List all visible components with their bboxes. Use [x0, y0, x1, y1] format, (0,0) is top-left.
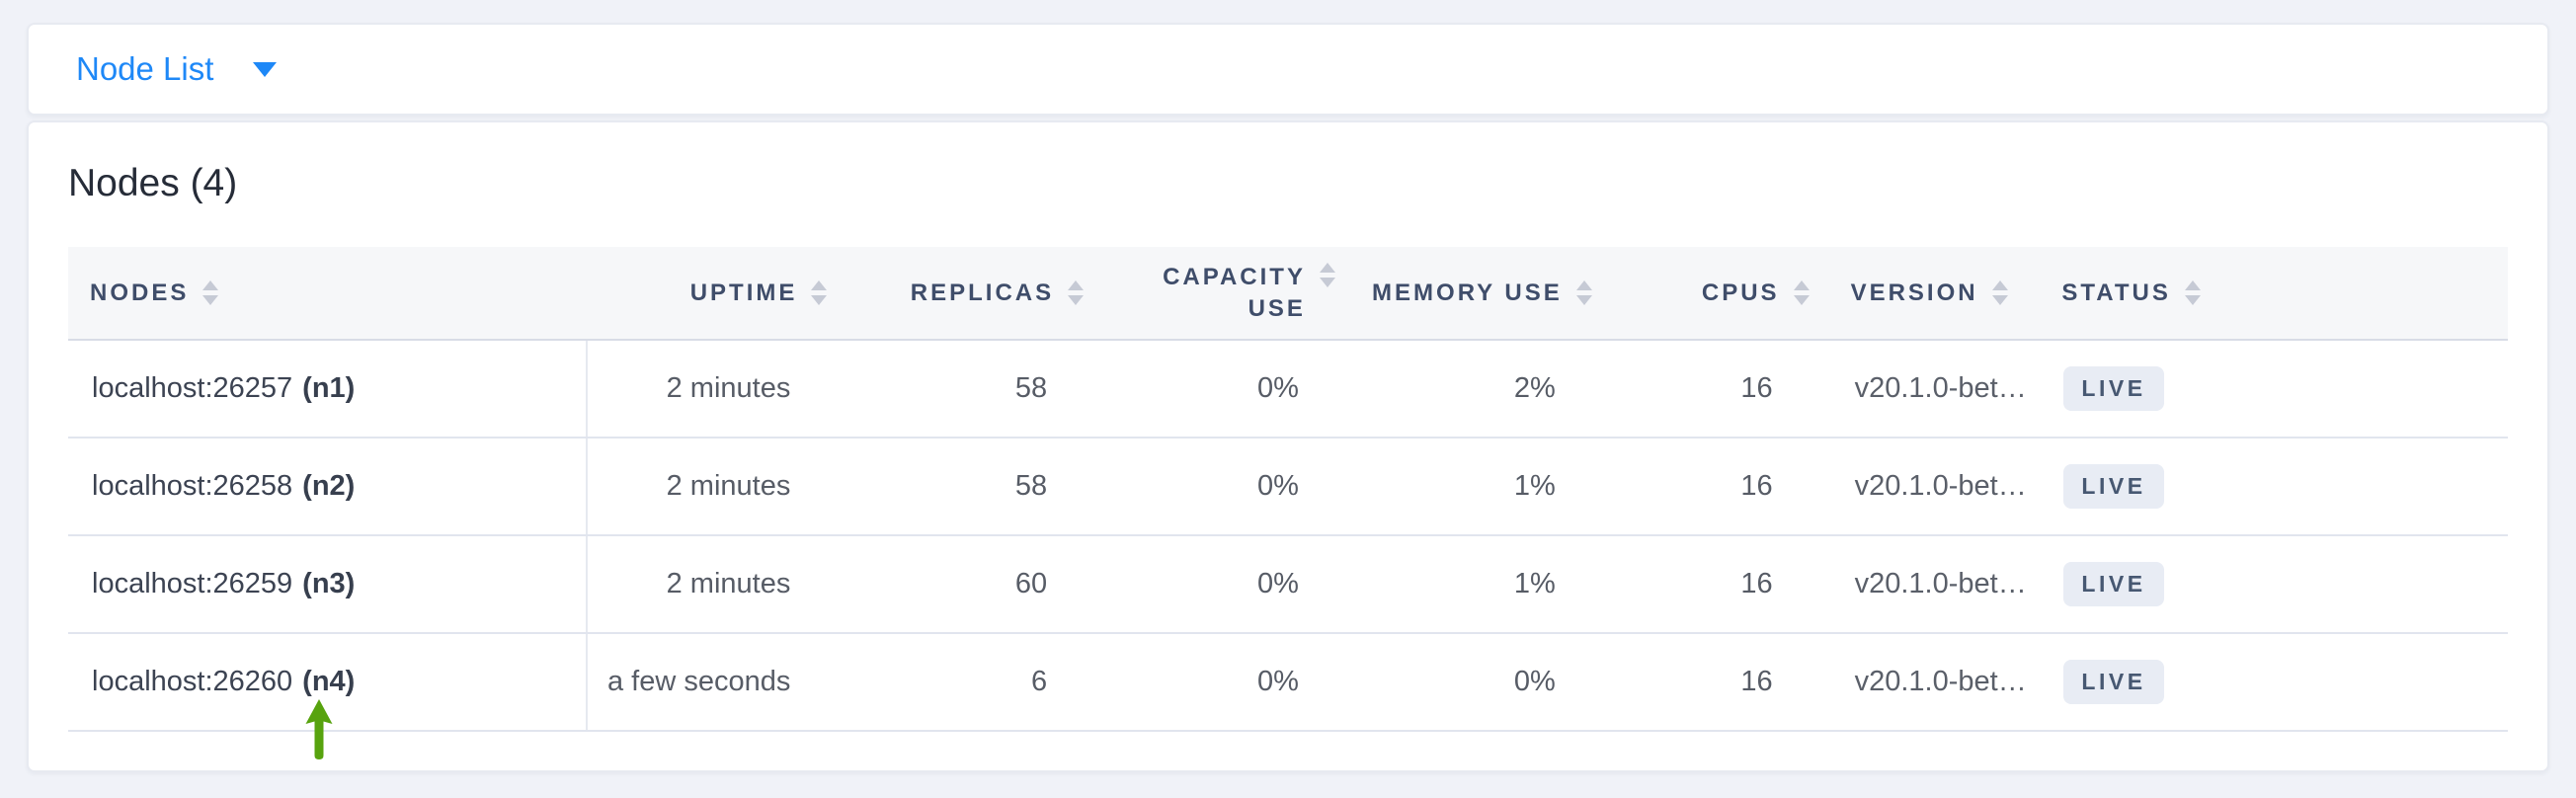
column-header-label: MEMORY USE: [1372, 279, 1563, 306]
sort-icon: [202, 280, 219, 305]
node-id: (n3): [302, 568, 356, 599]
node-id: (n4): [302, 666, 356, 697]
column-header-label: CPUS: [1701, 279, 1780, 306]
column-header-label: UPTIME: [689, 279, 798, 306]
sort-up-icon: [1575, 280, 1592, 290]
sort-down-icon: [1068, 295, 1085, 305]
column-header-status[interactable]: STATUS: [2053, 247, 2508, 339]
table-header-row: NODES UPTIME REPLICAS CAPACITY USE MEMOR…: [68, 247, 2508, 341]
capacity-use-cell: 0%: [1257, 470, 1299, 502]
sort-icon: [811, 280, 828, 305]
column-header-cpus[interactable]: CPUS: [1600, 247, 1817, 339]
status-badge: LIVE: [2063, 463, 2164, 510]
replicas-cell: 6: [1031, 666, 1048, 697]
capacity-use-cell: 0%: [1257, 666, 1299, 697]
node-list-dropdown[interactable]: Node List: [76, 50, 278, 88]
cpus-cell: 16: [1740, 666, 1773, 697]
node-address-cell[interactable]: localhost:26259 (n3): [68, 536, 588, 632]
sort-up-icon: [1319, 263, 1335, 273]
column-header-replicas[interactable]: REPLICAS: [835, 247, 1091, 339]
chevron-down-icon: [253, 61, 278, 77]
uptime-cell: 2 minutes: [666, 470, 791, 502]
memory-use-cell: 0%: [1513, 666, 1556, 697]
memory-use-cell: 1%: [1513, 568, 1556, 599]
sort-up-icon: [202, 280, 219, 290]
replicas-cell: 58: [1014, 470, 1048, 502]
sort-icon: [1068, 280, 1085, 305]
table-row: localhost:26257 (n1) 2 minutes 58 0% 2% …: [68, 341, 2508, 439]
node-address-cell[interactable]: localhost:26257 (n1): [68, 341, 588, 437]
sort-up-icon: [2184, 280, 2201, 290]
sort-down-icon: [1793, 295, 1810, 305]
sort-icon: [2184, 280, 2201, 305]
version-cell: v20.1.0-bet…: [1854, 372, 2027, 404]
node-address: localhost:26257: [92, 372, 293, 404]
replicas-cell: 58: [1014, 372, 1048, 404]
sort-down-icon: [1991, 295, 2008, 305]
uptime-cell: 2 minutes: [666, 568, 791, 599]
node-id: (n2): [302, 470, 356, 502]
green-arrow-up-icon: [305, 699, 333, 759]
column-header-nodes[interactable]: NODES: [68, 247, 588, 339]
version-cell: v20.1.0-bet…: [1854, 666, 2027, 697]
node-address-cell[interactable]: localhost:26258 (n2): [68, 439, 588, 534]
sort-icon: [1319, 263, 1335, 287]
column-header-uptime[interactable]: UPTIME: [588, 247, 836, 339]
replicas-cell: 60: [1014, 568, 1048, 599]
column-header-label: NODES: [90, 279, 190, 306]
sort-icon: [1575, 280, 1592, 305]
node-address: localhost:26258: [92, 470, 293, 502]
sort-icon: [1991, 280, 2008, 305]
column-header-label: VERSION: [1850, 279, 1978, 306]
nodes-card: Nodes (4) NODES UPTIME REPLICAS CAPACITY…: [27, 120, 2549, 772]
column-header-version[interactable]: VERSION: [1817, 247, 2054, 339]
version-cell: v20.1.0-bet…: [1854, 470, 2027, 502]
capacity-use-cell: 0%: [1257, 568, 1299, 599]
cpus-cell: 16: [1740, 568, 1773, 599]
sort-down-icon: [202, 295, 219, 305]
memory-use-cell: 1%: [1513, 470, 1556, 502]
column-header-label: REPLICAS: [910, 279, 1055, 306]
uptime-cell: a few seconds: [606, 666, 791, 697]
sort-down-icon: [1319, 278, 1335, 287]
sort-icon: [1793, 280, 1810, 305]
table-row: localhost:26260 (n4) a few seconds 6 0% …: [68, 634, 2508, 732]
sort-down-icon: [1575, 295, 1592, 305]
nodes-table: NODES UPTIME REPLICAS CAPACITY USE MEMOR…: [68, 247, 2508, 732]
status-cell: LIVE: [2053, 341, 2508, 437]
memory-use-cell: 2%: [1513, 372, 1556, 404]
column-header-label: STATUS: [2061, 279, 2171, 306]
node-address-cell[interactable]: localhost:26260 (n4): [68, 634, 588, 730]
sort-down-icon: [2184, 295, 2201, 305]
status-badge: LIVE: [2063, 561, 2164, 607]
column-header-memory-use[interactable]: MEMORY USE: [1343, 247, 1600, 339]
node-list-dropdown-label: Node List: [76, 50, 214, 87]
sort-up-icon: [811, 280, 828, 290]
status-cell: LIVE: [2053, 536, 2508, 632]
status-cell: LIVE: [2053, 439, 2508, 534]
column-header-capacity-use[interactable]: CAPACITY USE: [1091, 247, 1343, 339]
status-badge: LIVE: [2063, 365, 2164, 412]
capacity-use-cell: 0%: [1257, 372, 1299, 404]
version-cell: v20.1.0-bet…: [1854, 568, 2027, 599]
sort-up-icon: [1793, 280, 1810, 290]
node-address: localhost:26259: [92, 568, 293, 599]
node-id: (n1): [302, 372, 356, 404]
topbar: Node List: [27, 23, 2549, 116]
column-header-label: CAPACITY USE: [1163, 264, 1306, 322]
cpus-cell: 16: [1740, 372, 1773, 404]
sort-up-icon: [1991, 280, 2008, 290]
table-row: localhost:26258 (n2) 2 minutes 58 0% 1% …: [68, 439, 2508, 536]
status-cell: LIVE: [2053, 634, 2508, 730]
node-address: localhost:26260: [92, 666, 293, 697]
uptime-cell: 2 minutes: [666, 372, 791, 404]
sort-down-icon: [811, 295, 828, 305]
page-title: Nodes (4): [68, 162, 238, 204]
sort-up-icon: [1068, 280, 1085, 290]
cpus-cell: 16: [1740, 470, 1773, 502]
table-row: localhost:26259 (n3) 2 minutes 60 0% 1% …: [68, 536, 2508, 634]
status-badge: LIVE: [2063, 659, 2164, 705]
